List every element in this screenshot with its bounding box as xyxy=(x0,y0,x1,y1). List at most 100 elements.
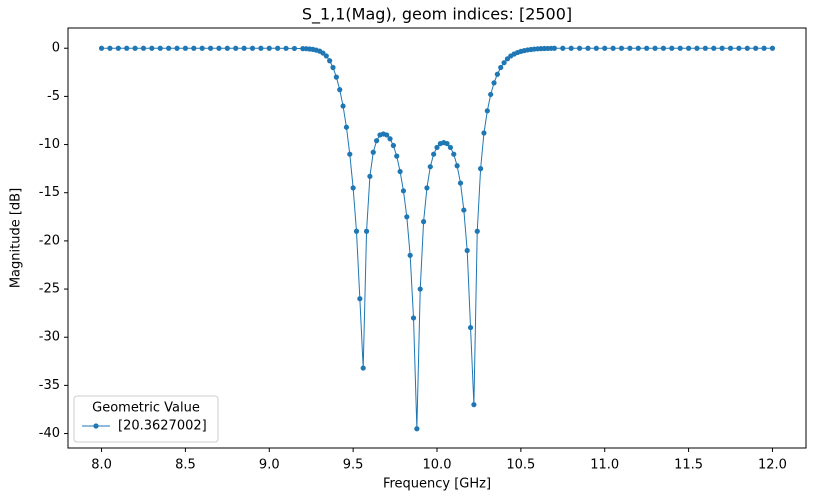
data-point xyxy=(207,45,214,51)
y-tick-label: -25 xyxy=(39,282,60,297)
x-tick-label: 10.5 xyxy=(506,458,535,473)
data-point xyxy=(652,45,658,51)
data-point xyxy=(481,130,487,136)
data-point xyxy=(494,71,500,77)
y-tick-label: -20 xyxy=(39,233,60,248)
data-point xyxy=(327,58,333,64)
y-axis-label: Magnitude [dB] xyxy=(9,188,24,288)
legend-title: Geometric Value xyxy=(92,401,200,416)
data-point xyxy=(488,91,494,98)
data-point xyxy=(610,45,616,51)
data-point xyxy=(417,286,423,292)
plot-frame xyxy=(67,27,807,449)
data-point xyxy=(420,219,427,225)
data-point xyxy=(635,45,641,51)
data-point xyxy=(644,45,650,51)
data-point xyxy=(478,166,484,172)
data-point xyxy=(323,53,329,59)
data-point xyxy=(769,45,776,51)
data-point xyxy=(424,185,430,191)
y-tick-label: -15 xyxy=(39,185,60,200)
data-point xyxy=(360,365,366,371)
data-point xyxy=(258,45,264,51)
data-point xyxy=(367,173,373,179)
data-point xyxy=(694,45,700,51)
data-point xyxy=(431,151,437,157)
x-tick-label: 10.0 xyxy=(423,458,452,473)
data-point xyxy=(291,45,298,52)
data-point xyxy=(702,45,708,51)
data-point xyxy=(669,45,675,51)
data-point xyxy=(330,64,336,71)
data-point xyxy=(410,315,417,321)
x-tick-label: 9.5 xyxy=(343,458,364,473)
data-point xyxy=(157,45,163,51)
data-point xyxy=(498,64,504,71)
x-tick-label: 11.5 xyxy=(674,458,703,473)
data-point xyxy=(390,142,396,149)
data-point xyxy=(474,228,480,234)
data-point xyxy=(350,185,356,191)
data-point xyxy=(467,324,474,331)
data-point xyxy=(618,45,625,51)
y-tick-label: -5 xyxy=(47,89,60,104)
x-tick-label: 12.0 xyxy=(758,458,787,473)
data-point xyxy=(551,45,558,51)
data-point xyxy=(182,45,189,51)
x-tick-label: 11.0 xyxy=(590,458,619,473)
data-point xyxy=(400,188,407,194)
data-point xyxy=(719,45,725,51)
data-point xyxy=(753,45,759,51)
data-point xyxy=(340,103,346,109)
data-point xyxy=(115,45,121,51)
data-point xyxy=(627,45,633,51)
data-point xyxy=(711,45,717,51)
legend-marker xyxy=(93,423,99,429)
data-point xyxy=(174,45,180,51)
data-point xyxy=(337,87,343,93)
data-point xyxy=(464,247,470,254)
data-point xyxy=(471,402,477,408)
data-point xyxy=(132,45,138,51)
data-point xyxy=(149,45,155,51)
data-point xyxy=(343,124,350,130)
data-point xyxy=(560,45,566,51)
data-point xyxy=(199,45,205,51)
data-point xyxy=(216,45,222,51)
data-point xyxy=(107,45,113,51)
data-point xyxy=(744,45,750,51)
data-point xyxy=(761,45,767,51)
data-point xyxy=(434,144,440,151)
data-point xyxy=(357,296,363,302)
data-point xyxy=(444,140,450,147)
data-point xyxy=(727,45,734,51)
data-point xyxy=(275,45,281,51)
x-tick-label: 8.0 xyxy=(91,458,112,473)
data-point xyxy=(140,45,147,51)
data-point xyxy=(404,214,410,220)
data-point xyxy=(461,207,467,213)
data-point xyxy=(394,153,400,159)
data-point xyxy=(124,45,130,51)
legend-box xyxy=(73,395,219,443)
x-tick-label: 8.5 xyxy=(175,458,196,473)
data-point xyxy=(427,164,433,170)
x-axis-label: Frequency [GHz] xyxy=(383,477,491,492)
data-point xyxy=(241,45,247,51)
data-point xyxy=(685,45,692,51)
data-point xyxy=(191,45,197,51)
data-point xyxy=(451,151,457,157)
y-tick-label: -35 xyxy=(39,378,60,393)
y-tick-label: -30 xyxy=(39,330,60,345)
data-point xyxy=(447,144,454,151)
y-tick-label: -40 xyxy=(39,426,60,441)
data-point xyxy=(283,45,289,51)
data-point xyxy=(347,151,353,157)
y-tick-label: 0 xyxy=(52,41,60,56)
data-point xyxy=(233,45,239,51)
data-point xyxy=(501,60,507,66)
data-point xyxy=(374,138,380,144)
data-point xyxy=(387,136,393,142)
data-point xyxy=(414,426,420,432)
